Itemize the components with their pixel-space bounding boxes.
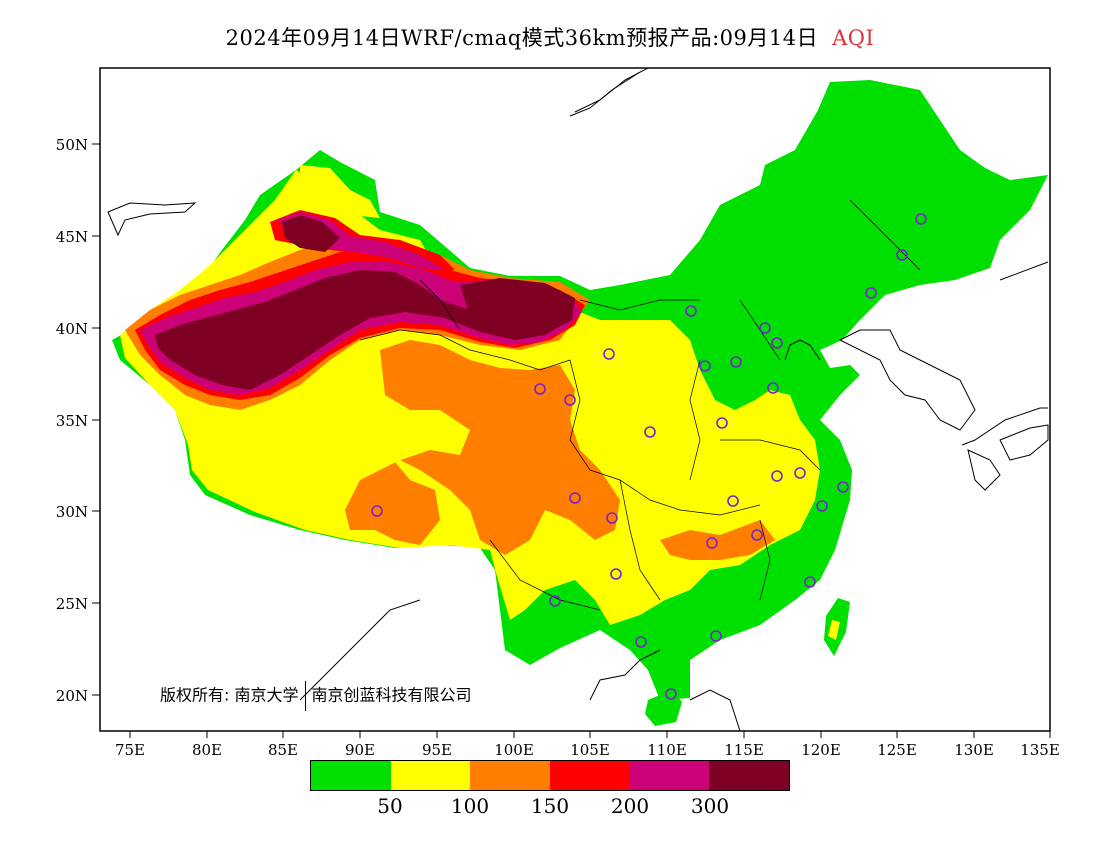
legend-swatch-unhealthy — [550, 761, 630, 790]
station-marker — [759, 322, 771, 334]
lon-label-90: 90E — [345, 741, 375, 759]
lon-label-130: 130E — [954, 741, 994, 759]
province-borders — [359, 199, 921, 611]
station-marker — [730, 356, 742, 368]
station-marker — [804, 576, 816, 588]
lat-label-30: 30N — [56, 503, 88, 521]
station-markers — [371, 213, 927, 700]
station-marker — [665, 688, 677, 700]
lon-label-120: 120E — [801, 741, 841, 759]
station-marker — [727, 495, 739, 507]
lon-label-105: 105E — [570, 741, 610, 759]
region-usg-tibet — [345, 340, 620, 555]
legend-label-100: 100 — [450, 794, 490, 818]
copyright-notice: 版权所有: 南京大学 南京创蓝科技有限公司 — [160, 681, 472, 711]
title-text: 2024年09月14日WRF/cmaq模式36km预报产品:09月14日 — [225, 26, 819, 50]
station-marker — [865, 287, 877, 299]
station-marker — [794, 467, 806, 479]
region-hazardous-north — [282, 215, 340, 252]
lat-label-35: 35N — [56, 412, 88, 430]
legend-swatch-usg — [470, 761, 551, 790]
region-hazardous — [155, 270, 575, 390]
legend-label-300: 300 — [690, 794, 730, 818]
station-marker — [699, 360, 711, 372]
legend-label-200: 200 — [610, 794, 650, 818]
title-variable: AQI — [832, 26, 875, 50]
plot-frame — [99, 67, 1051, 732]
station-marker — [635, 636, 647, 648]
copyright-separator — [304, 681, 306, 711]
legend-swatch-hazardous — [709, 761, 790, 790]
legend-label-150: 150 — [530, 794, 570, 818]
region-usg-east — [660, 520, 775, 560]
lat-label-50: 50N — [56, 136, 88, 154]
region-moderate-nw — [300, 165, 380, 218]
lon-axis: 75E 80E 85E 90E 95E 100E 105E 110E 115E … — [115, 731, 1060, 759]
lon-label-95: 95E — [422, 741, 452, 759]
lat-label-45: 45N — [56, 228, 88, 246]
copyright-org2: 南京创蓝科技有限公司 — [311, 685, 472, 705]
map-plot-area — [107, 68, 1049, 731]
station-marker — [837, 481, 849, 493]
lon-label-100: 100E — [494, 741, 534, 759]
copyright-prefix: 版权所有: — [160, 685, 230, 705]
lat-label-25: 25N — [56, 595, 88, 613]
legend-label-50: 50 — [377, 794, 403, 818]
legend-swatch-good — [311, 761, 391, 790]
lon-label-125: 125E — [877, 741, 917, 759]
station-marker — [896, 249, 908, 261]
station-marker — [816, 500, 828, 512]
station-marker — [767, 382, 779, 394]
color-legend — [310, 760, 790, 791]
station-marker — [549, 595, 561, 607]
station-marker — [771, 470, 783, 482]
legend-swatch-moderate — [390, 761, 471, 790]
region-hazardous-east — [460, 278, 575, 338]
station-marker — [534, 383, 546, 395]
station-marker — [603, 348, 615, 360]
station-marker — [716, 417, 728, 429]
lon-label-80: 80E — [192, 741, 222, 759]
station-marker — [564, 394, 576, 406]
station-marker — [915, 213, 927, 225]
copyright-org1: 南京大学 — [234, 685, 299, 705]
station-marker — [706, 537, 718, 549]
station-marker — [371, 505, 383, 517]
lat-label-40: 40N — [56, 320, 88, 338]
lat-axis: 50N 45N 40N 35N 30N 25N 20N — [56, 136, 100, 705]
station-marker — [569, 492, 581, 504]
legend-labels: 50 100 150 200 300 — [310, 794, 790, 820]
lon-label-115: 115E — [724, 741, 764, 759]
legend-swatch-very-unhealthy — [629, 761, 710, 790]
station-marker — [771, 337, 783, 349]
lon-label-135: 135E — [1020, 741, 1060, 759]
station-marker — [751, 529, 763, 541]
lon-label-75: 75E — [115, 741, 145, 759]
station-marker — [685, 305, 697, 317]
island-taiwan-yellow — [828, 620, 840, 640]
station-marker — [710, 630, 722, 642]
lon-label-110: 110E — [647, 741, 687, 759]
lon-label-85: 85E — [268, 741, 298, 759]
lat-label-20: 20N — [56, 687, 88, 705]
coastlines — [107, 68, 1049, 731]
station-marker — [606, 512, 618, 524]
map-title: 2024年09月14日WRF/cmaq模式36km预报产品:09月14日 AQI — [0, 22, 1100, 52]
station-marker — [610, 568, 622, 580]
station-marker — [644, 426, 656, 438]
